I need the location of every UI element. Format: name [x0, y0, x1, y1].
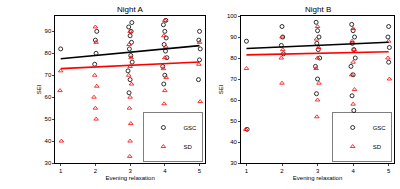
svg-text:2: 2 [94, 168, 98, 174]
svg-text:4: 4 [163, 168, 167, 174]
svg-text:SEI: SEI [218, 84, 224, 94]
svg-text:Evening relaxation: Evening relaxation [293, 175, 342, 181]
svg-text:Night B: Night B [305, 5, 331, 14]
svg-text:5: 5 [387, 168, 391, 174]
svg-text:80: 80 [45, 50, 52, 56]
svg-text:SD: SD [183, 144, 192, 150]
svg-text:50: 50 [45, 116, 52, 122]
svg-text:70: 70 [230, 76, 237, 82]
svg-text:2: 2 [280, 168, 284, 174]
svg-text:4: 4 [351, 168, 355, 174]
svg-text:90: 90 [45, 28, 52, 34]
svg-text:SD: SD [373, 144, 382, 150]
svg-text:40: 40 [45, 138, 52, 144]
svg-text:GSC: GSC [373, 125, 387, 131]
svg-text:30: 30 [45, 160, 52, 166]
svg-text:GSC: GSC [183, 125, 197, 131]
svg-text:100: 100 [227, 13, 238, 19]
svg-text:1: 1 [59, 168, 63, 174]
svg-text:60: 60 [230, 97, 237, 103]
svg-text:Evening relaxation: Evening relaxation [105, 175, 154, 181]
svg-text:30: 30 [230, 160, 237, 166]
svg-text:80: 80 [230, 55, 237, 61]
svg-text:5: 5 [198, 168, 202, 174]
svg-text:60: 60 [45, 94, 52, 100]
svg-text:90: 90 [230, 34, 237, 40]
svg-text:1: 1 [245, 168, 249, 174]
svg-text:3: 3 [128, 168, 132, 174]
svg-text:3: 3 [316, 168, 320, 174]
svg-text:50: 50 [230, 118, 237, 124]
svg-text:SEI: SEI [36, 84, 42, 94]
svg-text:Night A: Night A [117, 5, 143, 14]
svg-text:70: 70 [45, 72, 52, 78]
svg-text:40: 40 [230, 139, 237, 145]
